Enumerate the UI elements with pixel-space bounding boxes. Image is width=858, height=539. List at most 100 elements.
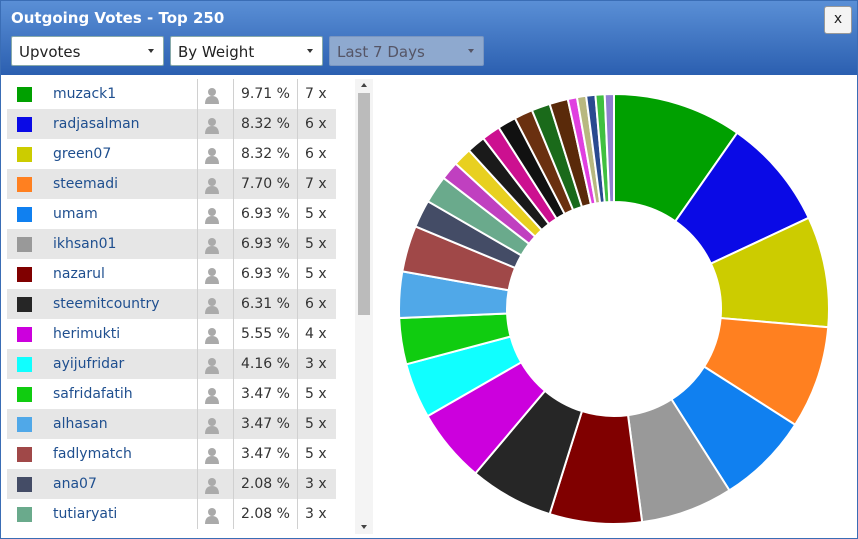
user-icon (203, 505, 221, 535)
percent: 5.55 % (241, 326, 290, 342)
vote-count: 3 x (305, 356, 327, 372)
column-separator (197, 499, 198, 529)
dropdown-disabled: Last 7 Days (329, 36, 484, 66)
voter-name[interactable]: muzack1 (53, 86, 117, 102)
vote-count: 6 x (305, 296, 327, 312)
color-swatch (17, 507, 32, 522)
table-row: ikhsan01 6.93 % 5 x (7, 229, 336, 259)
vote-count: 7 x (305, 176, 327, 192)
table-row: steemadi 7.70 % 7 x (7, 169, 336, 199)
voter-name[interactable]: fadlymatch (53, 446, 132, 462)
column-separator (297, 109, 298, 139)
voter-name[interactable]: nazarul (53, 266, 105, 282)
color-swatch (17, 267, 32, 282)
voter-name[interactable]: safridafatih (53, 386, 133, 402)
scrollbar[interactable] (355, 79, 373, 534)
donut-chart (398, 92, 830, 525)
voter-name[interactable]: umam (53, 206, 98, 222)
vote-count: 5 x (305, 386, 327, 402)
color-swatch (17, 417, 32, 432)
column-separator (197, 79, 198, 109)
column-separator (197, 319, 198, 349)
vote-count: 7 x (305, 86, 327, 102)
arrow (148, 49, 154, 53)
voter-name[interactable]: alhasan (53, 416, 108, 432)
scroll-thumb[interactable] (358, 93, 370, 315)
percent: 3.47 % (241, 416, 290, 432)
column-separator (233, 499, 234, 529)
column-separator (297, 169, 298, 199)
color-swatch (17, 297, 32, 312)
column-separator (233, 109, 234, 139)
percent: 6.93 % (241, 236, 290, 252)
column-separator (297, 319, 298, 349)
vote-count: 3 x (305, 476, 327, 492)
column-separator (233, 349, 234, 379)
column-separator (297, 79, 298, 109)
voter-name[interactable]: green07 (53, 146, 112, 162)
user-icon (203, 295, 221, 325)
voter-name[interactable]: steemadi (53, 176, 119, 192)
percent: 3.47 % (241, 386, 290, 402)
window-title: Outgoing Votes - Top 250 (11, 9, 225, 27)
vote-count: 6 x (305, 116, 327, 132)
column-separator (233, 169, 234, 199)
percent: 6.93 % (241, 206, 290, 222)
arrow (307, 49, 313, 53)
column-separator (297, 439, 298, 469)
percent: 3.47 % (241, 446, 290, 462)
vote-count: 6 x (305, 146, 327, 162)
voter-name[interactable]: radjasalman (53, 116, 140, 132)
dropdown-label: Last 7 Days (337, 43, 425, 61)
voter-name[interactable]: steemitcountry (53, 296, 160, 312)
color-swatch (17, 207, 32, 222)
user-icon (203, 415, 221, 445)
dropdown[interactable]: By Weight (170, 36, 323, 66)
column-separator (233, 439, 234, 469)
column-separator (233, 469, 234, 499)
column-separator (233, 379, 234, 409)
user-icon (203, 475, 221, 505)
column-separator (297, 199, 298, 229)
table-row: muzack1 9.71 % 7 x (7, 79, 336, 109)
close-button[interactable]: x (824, 6, 852, 34)
percent: 9.71 % (241, 86, 290, 102)
percent: 7.70 % (241, 176, 290, 192)
color-swatch (17, 357, 32, 372)
user-icon (203, 445, 221, 475)
voter-name[interactable]: tutiaryati (53, 506, 118, 522)
voter-name[interactable]: ana07 (53, 476, 97, 492)
vote-count: 4 x (305, 326, 327, 342)
title-bar: Outgoing Votes - Top 250 x Upvotes By We… (1, 1, 857, 75)
table-row: alhasan 3.47 % 5 x (7, 409, 336, 439)
user-icon (203, 85, 221, 115)
column-separator (197, 409, 198, 439)
dropdown[interactable]: Upvotes (11, 36, 164, 66)
color-swatch (17, 87, 32, 102)
voter-name[interactable]: herimukti (53, 326, 121, 342)
column-separator (197, 469, 198, 499)
column-separator (197, 439, 198, 469)
column-separator (233, 319, 234, 349)
column-separator (233, 199, 234, 229)
vote-count: 3 x (305, 506, 327, 522)
percent: 8.32 % (241, 146, 290, 162)
user-icon (203, 235, 221, 265)
vote-count: 5 x (305, 446, 327, 462)
column-separator (197, 259, 198, 289)
column-separator (297, 379, 298, 409)
color-swatch (17, 147, 32, 162)
table-row: safridafatih 3.47 % 5 x (7, 379, 336, 409)
table-row: steemitcountry 6.31 % 6 x (7, 289, 336, 319)
column-separator (297, 259, 298, 289)
column-separator (233, 139, 234, 169)
column-separator (233, 289, 234, 319)
column-separator (297, 469, 298, 499)
voter-name[interactable]: ikhsan01 (53, 236, 117, 252)
voter-name[interactable]: ayijufridar (53, 356, 125, 372)
column-separator (197, 229, 198, 259)
column-separator (197, 109, 198, 139)
table-row: nazarul 6.93 % 5 x (7, 259, 336, 289)
dropdown-label: Upvotes (19, 43, 81, 61)
donut-slice[interactable] (603, 92, 615, 204)
